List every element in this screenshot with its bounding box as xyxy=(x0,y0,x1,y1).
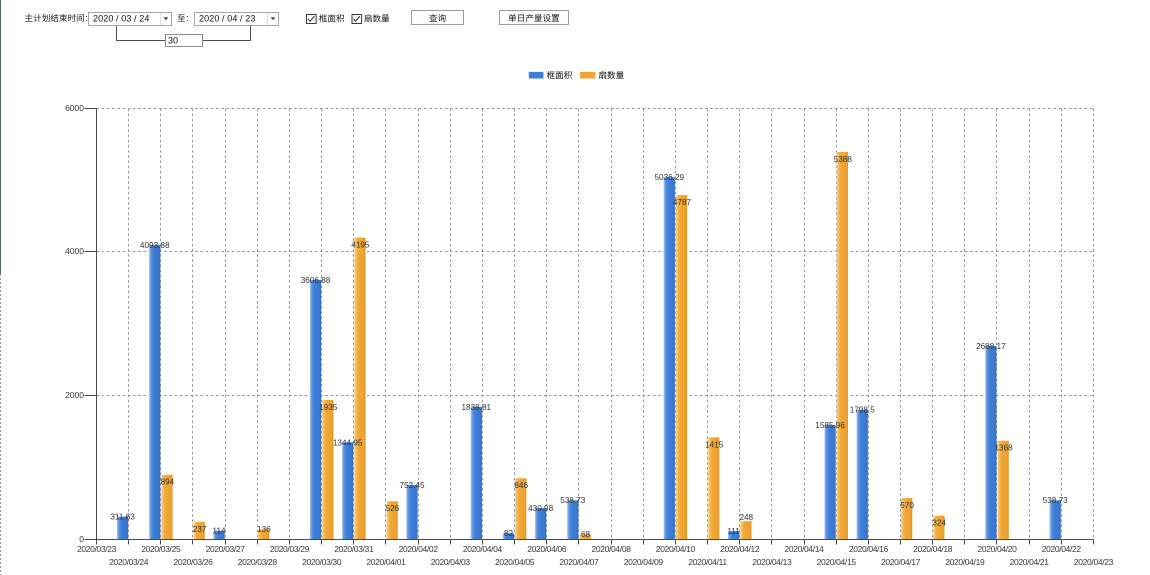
svg-text:311.63: 311.63 xyxy=(110,513,135,522)
svg-text:2688.17: 2688.17 xyxy=(976,342,1006,351)
svg-text:2020 / 04 / 23: 2020 / 04 / 23 xyxy=(199,14,255,24)
svg-text:2020 / 03 / 24: 2020 / 03 / 24 xyxy=(93,14,149,24)
svg-text:2020/04/23: 2020/04/23 xyxy=(1074,557,1114,567)
svg-text:324: 324 xyxy=(932,519,946,528)
svg-text:2000: 2000 xyxy=(65,390,84,400)
svg-text:4787: 4787 xyxy=(673,198,692,207)
svg-text:2020/03/23: 2020/03/23 xyxy=(77,544,117,554)
svg-text:237: 237 xyxy=(193,525,207,534)
svg-text:2020/04/08: 2020/04/08 xyxy=(592,544,632,554)
svg-text:4093.88: 4093.88 xyxy=(140,241,170,250)
svg-text:2020/04/02: 2020/04/02 xyxy=(399,544,439,554)
svg-text:1344.95: 1344.95 xyxy=(333,438,363,447)
svg-text:2020/04/12: 2020/04/12 xyxy=(720,544,760,554)
svg-text:2020/04/13: 2020/04/13 xyxy=(752,557,792,567)
svg-text:2020/04/14: 2020/04/14 xyxy=(784,544,824,554)
svg-text:2020/04/15: 2020/04/15 xyxy=(817,557,857,567)
svg-text:2020/04/01: 2020/04/01 xyxy=(366,557,406,567)
svg-text:570: 570 xyxy=(900,501,914,510)
svg-text:2020/04/19: 2020/04/19 xyxy=(945,557,985,567)
svg-text:1585.96: 1585.96 xyxy=(815,421,845,430)
svg-text:5388: 5388 xyxy=(834,155,853,164)
svg-text:2020/04/03: 2020/04/03 xyxy=(431,557,471,567)
svg-text:2020/04/16: 2020/04/16 xyxy=(849,544,889,554)
svg-text:5036.29: 5036.29 xyxy=(654,173,684,182)
svg-text:2020/04/11: 2020/04/11 xyxy=(688,557,727,567)
svg-text:4195: 4195 xyxy=(351,241,370,250)
svg-text:538.73: 538.73 xyxy=(560,496,585,505)
svg-text:526: 526 xyxy=(386,504,400,513)
svg-text:111: 111 xyxy=(727,527,740,536)
svg-text:2020/03/27: 2020/03/27 xyxy=(206,544,246,554)
svg-text:6000: 6000 xyxy=(65,103,84,113)
svg-text:248: 248 xyxy=(739,513,753,522)
svg-text:2020/04/05: 2020/04/05 xyxy=(495,557,535,567)
svg-text:1415: 1415 xyxy=(705,440,724,449)
svg-text:2020/04/17: 2020/04/17 xyxy=(881,557,921,567)
svg-text:1798.5: 1798.5 xyxy=(850,406,875,415)
svg-text:0: 0 xyxy=(79,534,84,544)
svg-text:2020/03/29: 2020/03/29 xyxy=(270,544,310,554)
svg-text:2020/03/26: 2020/03/26 xyxy=(173,557,213,567)
svg-text:1838.81: 1838.81 xyxy=(462,403,492,412)
svg-text:30: 30 xyxy=(168,35,178,45)
svg-text:114: 114 xyxy=(213,527,226,536)
svg-text:2020/04/10: 2020/04/10 xyxy=(656,544,696,554)
svg-text:894: 894 xyxy=(161,478,175,487)
svg-text:68: 68 xyxy=(581,530,591,539)
svg-text:752.45: 752.45 xyxy=(399,481,424,490)
svg-text::: : xyxy=(85,13,88,24)
svg-text:2020/04/09: 2020/04/09 xyxy=(624,557,664,567)
svg-text:2020/03/30: 2020/03/30 xyxy=(302,557,342,567)
svg-text:2020/04/06: 2020/04/06 xyxy=(527,544,567,554)
svg-text:2020/04/20: 2020/04/20 xyxy=(977,544,1017,554)
svg-text:538.73: 538.73 xyxy=(1043,496,1068,505)
svg-text:2020/04/04: 2020/04/04 xyxy=(463,544,503,554)
svg-text:3606.88: 3606.88 xyxy=(301,276,331,285)
svg-text:430.98: 430.98 xyxy=(528,504,553,513)
svg-text:2020/03/24: 2020/03/24 xyxy=(109,557,149,567)
svg-text:2020/03/28: 2020/03/28 xyxy=(238,557,278,567)
svg-text:4000: 4000 xyxy=(65,246,84,256)
svg-text::: : xyxy=(186,13,189,24)
svg-text:2020/03/31: 2020/03/31 xyxy=(334,544,374,554)
svg-text:2020/03/25: 2020/03/25 xyxy=(141,544,181,554)
svg-text:136: 136 xyxy=(257,525,271,534)
svg-text:2020/04/21: 2020/04/21 xyxy=(1010,557,1050,567)
svg-text:2020/04/18: 2020/04/18 xyxy=(913,544,953,554)
svg-text:846: 846 xyxy=(514,481,528,490)
svg-text:2020/04/22: 2020/04/22 xyxy=(1042,544,1082,554)
svg-text:1368: 1368 xyxy=(994,444,1013,453)
svg-text:82: 82 xyxy=(504,529,514,538)
svg-text:2020/04/07: 2020/04/07 xyxy=(559,557,599,567)
svg-text:1935: 1935 xyxy=(319,403,338,412)
